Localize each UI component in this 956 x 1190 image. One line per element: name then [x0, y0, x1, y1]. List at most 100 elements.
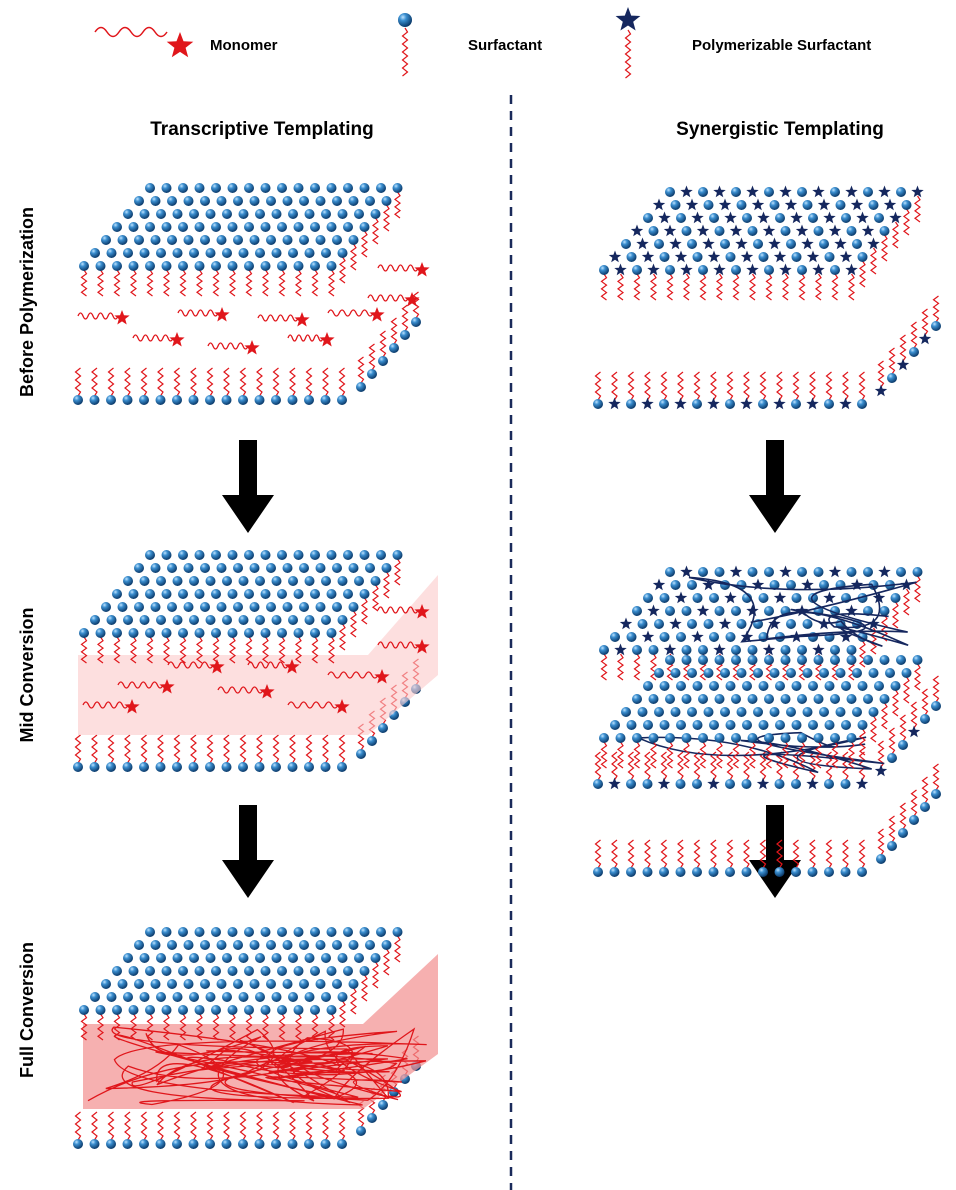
head — [846, 655, 857, 665]
head — [348, 196, 359, 206]
head — [648, 645, 659, 655]
star — [166, 32, 194, 58]
legend-label: Surfactant — [468, 37, 542, 54]
star — [608, 250, 622, 263]
head — [742, 593, 752, 603]
head — [797, 694, 807, 704]
head — [367, 736, 377, 746]
head — [211, 589, 221, 599]
head — [167, 563, 177, 573]
head — [288, 992, 298, 1002]
tail — [798, 741, 806, 769]
head — [326, 261, 337, 271]
head — [194, 222, 205, 232]
head — [255, 248, 265, 258]
head — [348, 563, 359, 573]
star — [652, 578, 666, 591]
tail — [616, 653, 625, 681]
head — [288, 953, 298, 963]
tail — [776, 371, 783, 401]
head — [288, 615, 298, 625]
head — [227, 261, 238, 271]
head — [780, 226, 791, 236]
tail — [748, 741, 757, 769]
head — [128, 222, 139, 232]
star — [608, 777, 621, 790]
head — [271, 762, 281, 772]
head — [321, 953, 331, 963]
star — [404, 292, 420, 307]
tail — [666, 273, 674, 301]
star — [768, 617, 781, 630]
head — [200, 979, 210, 989]
head — [260, 628, 271, 638]
head — [194, 1005, 205, 1015]
head — [249, 196, 260, 206]
head — [128, 589, 139, 599]
head — [824, 867, 834, 877]
star — [718, 617, 732, 630]
head — [791, 867, 801, 877]
tail — [360, 230, 369, 258]
head — [271, 248, 282, 258]
tail — [74, 734, 82, 764]
head — [741, 867, 752, 877]
head — [183, 602, 194, 612]
head — [807, 867, 818, 877]
head — [879, 226, 890, 236]
tail — [278, 269, 286, 297]
head — [802, 200, 813, 210]
head — [758, 867, 768, 877]
star — [762, 224, 776, 237]
head — [365, 196, 375, 206]
head — [698, 733, 708, 743]
head — [200, 196, 210, 206]
monomer-chain — [82, 701, 129, 709]
head — [643, 593, 653, 603]
head — [79, 628, 89, 638]
head — [194, 966, 205, 976]
head — [753, 707, 763, 717]
head — [287, 1139, 298, 1149]
head — [161, 261, 172, 271]
tail — [682, 273, 691, 301]
head — [183, 979, 194, 989]
head — [205, 1139, 215, 1149]
head — [648, 226, 659, 236]
head — [178, 927, 188, 937]
head — [769, 707, 780, 717]
head — [238, 209, 249, 219]
star — [773, 250, 787, 263]
head — [797, 567, 807, 577]
tail — [379, 330, 387, 358]
head — [665, 694, 675, 704]
star — [918, 332, 932, 345]
head — [753, 239, 763, 249]
tail — [611, 751, 618, 781]
head — [376, 183, 386, 193]
monomer-chain — [257, 314, 299, 322]
head — [381, 940, 392, 950]
tail — [195, 636, 204, 664]
head — [709, 632, 719, 642]
head — [725, 681, 736, 691]
head — [123, 992, 133, 1002]
star — [812, 185, 825, 198]
head — [150, 563, 161, 573]
head — [222, 248, 232, 258]
head — [764, 733, 774, 743]
head — [830, 733, 840, 743]
tail — [393, 558, 402, 586]
tail — [644, 371, 651, 401]
head — [593, 779, 603, 789]
head — [244, 261, 254, 271]
head — [343, 966, 353, 976]
star — [874, 764, 888, 777]
tail — [932, 675, 940, 703]
head — [293, 966, 304, 976]
head — [742, 720, 752, 730]
head — [172, 953, 183, 963]
head — [648, 733, 659, 743]
head — [692, 681, 703, 691]
tail — [212, 636, 220, 664]
